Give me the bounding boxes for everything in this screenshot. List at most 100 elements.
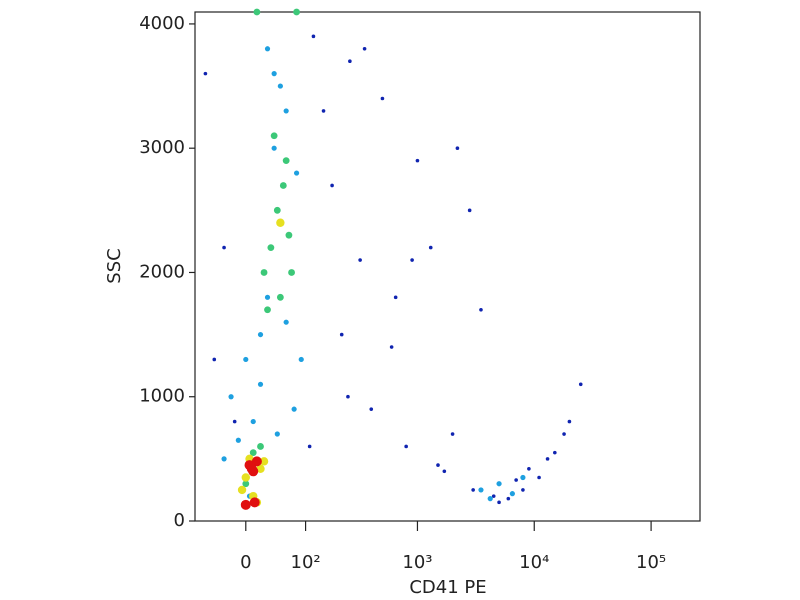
data-point — [578, 382, 583, 387]
data-point — [553, 450, 557, 455]
data-point — [259, 457, 269, 466]
x-tick-label: 10⁴ — [519, 552, 549, 573]
y-tick-label: 1000 — [139, 386, 185, 407]
y-tick-label: 0 — [174, 510, 185, 531]
data-point — [339, 332, 344, 337]
x-tick-label: 10³ — [402, 552, 432, 573]
x-tick-label: 10² — [291, 552, 321, 573]
data-point — [509, 491, 515, 497]
data-point — [264, 46, 271, 52]
data-point — [276, 293, 284, 301]
data-point — [346, 394, 350, 399]
data-point — [253, 8, 261, 16]
data-point — [257, 331, 264, 338]
data-point — [537, 475, 541, 480]
data-point — [298, 356, 304, 363]
data-point — [450, 432, 455, 436]
data-point — [283, 319, 289, 325]
data-point — [243, 356, 249, 363]
data-point — [307, 444, 312, 449]
data-point — [348, 59, 352, 64]
data-point — [274, 431, 280, 437]
data-point — [520, 474, 526, 481]
data-point — [249, 449, 257, 457]
data-point — [404, 444, 408, 449]
data-point — [291, 406, 297, 412]
data-point — [567, 419, 572, 424]
data-point — [288, 269, 295, 276]
data-point — [479, 307, 483, 312]
data-point — [471, 488, 475, 492]
data-point — [497, 500, 501, 505]
plot-frame — [194, 11, 701, 522]
data-point — [362, 46, 367, 51]
data-point — [467, 208, 472, 213]
data-point — [257, 443, 264, 450]
data-point — [311, 34, 316, 39]
data-point — [264, 294, 271, 300]
data-point — [267, 244, 275, 252]
data-point — [293, 8, 300, 16]
data-point — [285, 231, 293, 239]
data-point — [237, 485, 247, 495]
data-point — [521, 488, 525, 492]
data-point — [442, 469, 447, 474]
data-point — [277, 83, 283, 89]
x-axis-label: CD41 PE — [409, 577, 486, 598]
data-point — [410, 258, 414, 262]
data-point — [478, 487, 484, 493]
data-point — [256, 464, 265, 474]
data-point — [276, 218, 285, 227]
data-point — [273, 206, 281, 214]
data-point — [487, 496, 493, 502]
x-tick-label: 0 — [240, 552, 251, 573]
data-point — [545, 457, 550, 461]
data-point — [282, 157, 290, 165]
data-point — [279, 182, 287, 189]
y-tick-label: 2000 — [139, 261, 185, 282]
data-point — [222, 245, 226, 250]
data-point — [270, 132, 278, 140]
data-point — [415, 158, 420, 163]
data-point — [369, 407, 374, 411]
data-point — [271, 71, 277, 77]
data-point — [251, 456, 262, 467]
x-tick-label: 10⁵ — [636, 552, 666, 573]
data-point — [221, 456, 227, 462]
y-axis-label: SSC — [104, 248, 125, 283]
data-point — [491, 494, 496, 498]
data-point — [250, 418, 256, 425]
data-point — [389, 345, 394, 349]
data-point — [232, 419, 237, 424]
data-point — [514, 478, 518, 482]
data-point — [212, 357, 217, 362]
data-point — [264, 306, 271, 314]
data-point — [436, 463, 440, 467]
data-point — [455, 146, 460, 150]
data-point — [562, 432, 566, 436]
y-tick-label: 3000 — [139, 137, 185, 158]
data-point — [527, 467, 531, 471]
data-point — [330, 183, 334, 188]
data-point — [240, 499, 251, 510]
data-point — [380, 96, 385, 101]
data-point — [283, 108, 289, 114]
data-point — [241, 473, 250, 482]
data-point — [246, 463, 257, 474]
data-point — [293, 170, 300, 176]
data-point — [428, 245, 433, 250]
data-point — [358, 258, 362, 262]
data-point — [249, 497, 260, 508]
data-point — [393, 295, 398, 300]
data-point — [228, 394, 234, 400]
data-point — [235, 437, 241, 443]
data-point — [257, 381, 264, 387]
data-point — [496, 481, 502, 487]
data-point — [506, 496, 511, 501]
y-tick-label: 4000 — [139, 13, 185, 34]
data-point — [321, 109, 326, 113]
data-point — [203, 71, 208, 76]
data-point — [271, 145, 277, 151]
data-point — [260, 269, 268, 276]
